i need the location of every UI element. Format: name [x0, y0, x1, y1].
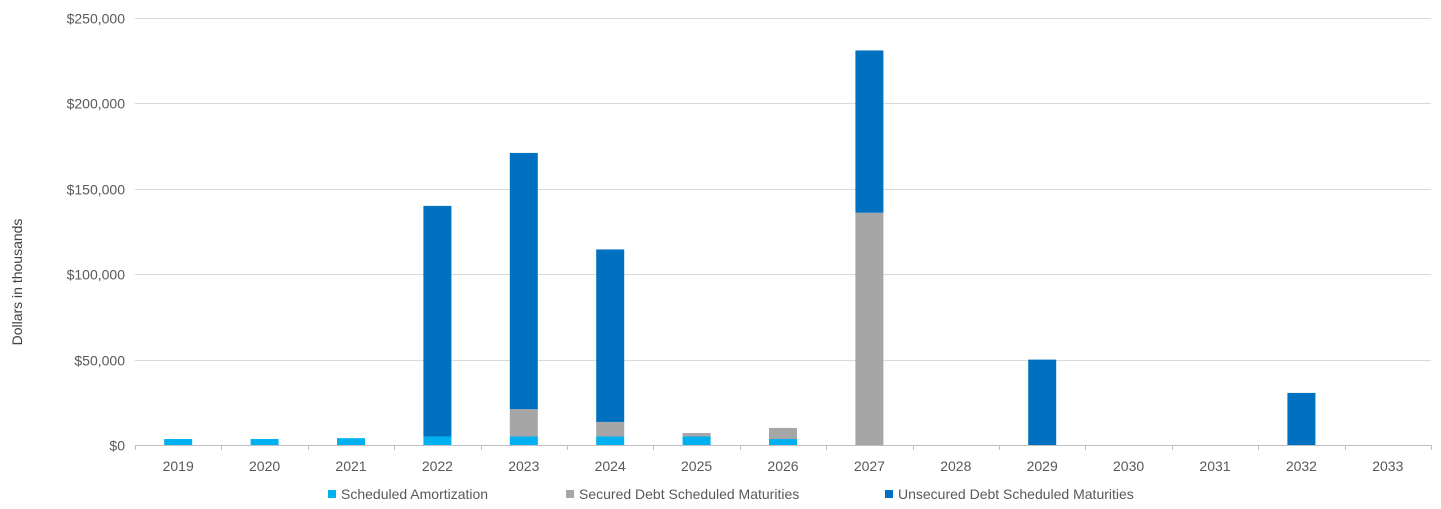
x-tick-label: 2020	[249, 458, 280, 474]
bar-segment-scheduled-amortization-2025	[682, 436, 711, 445]
x-tick-label: 2021	[335, 458, 366, 474]
bar-segment-unsecured-debt-scheduled-maturities-2024	[596, 249, 625, 422]
legend-swatch	[566, 490, 574, 498]
x-tick-label: 2033	[1372, 458, 1403, 474]
bar-segment-unsecured-debt-scheduled-maturities-2029	[1028, 359, 1057, 445]
bar-segment-scheduled-amortization-2022	[423, 436, 452, 445]
y-tick-label: $150,000	[67, 182, 126, 198]
bars	[164, 50, 1316, 445]
bar-segment-scheduled-amortization-2021	[337, 438, 365, 445]
x-tick-label: 2029	[1027, 458, 1058, 474]
bar-segment-unsecured-debt-scheduled-maturities-2022	[423, 205, 452, 437]
bar-segment-scheduled-amortization-2023	[509, 436, 538, 445]
x-tick-label: 2026	[767, 458, 798, 474]
bar-segment-secured-debt-scheduled-maturities-2027	[855, 212, 884, 445]
x-tick-label: 2032	[1286, 458, 1317, 474]
x-tick-label: 2031	[1199, 458, 1230, 474]
y-tick-label: $250,000	[67, 11, 126, 27]
legend: Scheduled Amortization Secured Debt Sched…	[328, 486, 1134, 502]
x-tick-label: 2025	[681, 458, 712, 474]
y-tick-label: $50,000	[74, 353, 125, 369]
x-tick-label: 2022	[422, 458, 453, 474]
bar-segment-unsecured-debt-scheduled-maturities-2027	[855, 50, 884, 213]
axes: $0 $50,000 $100,000 $150,000 $200,000 $250,00…	[67, 11, 1432, 474]
legend-label: Unsecured Debt Scheduled Maturities	[898, 486, 1134, 502]
x-tick-label: 2023	[508, 458, 539, 474]
y-tick-label: $200,000	[67, 96, 126, 112]
x-tick-label: 2019	[163, 458, 194, 474]
bar-segment-scheduled-amortization-2026	[769, 439, 797, 445]
y-tick-label: $100,000	[67, 267, 126, 283]
bar-segment-scheduled-amortization-2024	[596, 436, 625, 445]
y-tick-label: $0	[109, 438, 125, 454]
legend-swatch	[328, 490, 336, 498]
bar-segment-unsecured-debt-scheduled-maturities-2023	[509, 152, 538, 410]
bar-segment-secured-debt-scheduled-maturities-2025	[682, 433, 711, 437]
x-tick-label: 2024	[595, 458, 626, 474]
legend-swatch	[885, 490, 893, 498]
x-tick-label: 2030	[1113, 458, 1144, 474]
bar-segment-secured-debt-scheduled-maturities-2026	[769, 427, 797, 440]
legend-label: Secured Debt Scheduled Maturities	[579, 486, 799, 502]
bar-segment-scheduled-amortization-2019	[164, 439, 193, 445]
bar-segment-secured-debt-scheduled-maturities-2023	[509, 409, 538, 437]
bar-segment-secured-debt-scheduled-maturities-2024	[596, 421, 625, 437]
bar-segment-unsecured-debt-scheduled-maturities-2032	[1287, 392, 1316, 445]
grid-lines	[135, 18, 1431, 446]
y-axis-title: Dollars in thousands	[9, 219, 25, 346]
x-tick-label: 2027	[854, 458, 885, 474]
bar-segment-scheduled-amortization-2020	[250, 439, 279, 445]
x-tick-label: 2028	[940, 458, 971, 474]
legend-label: Scheduled Amortization	[341, 486, 488, 502]
